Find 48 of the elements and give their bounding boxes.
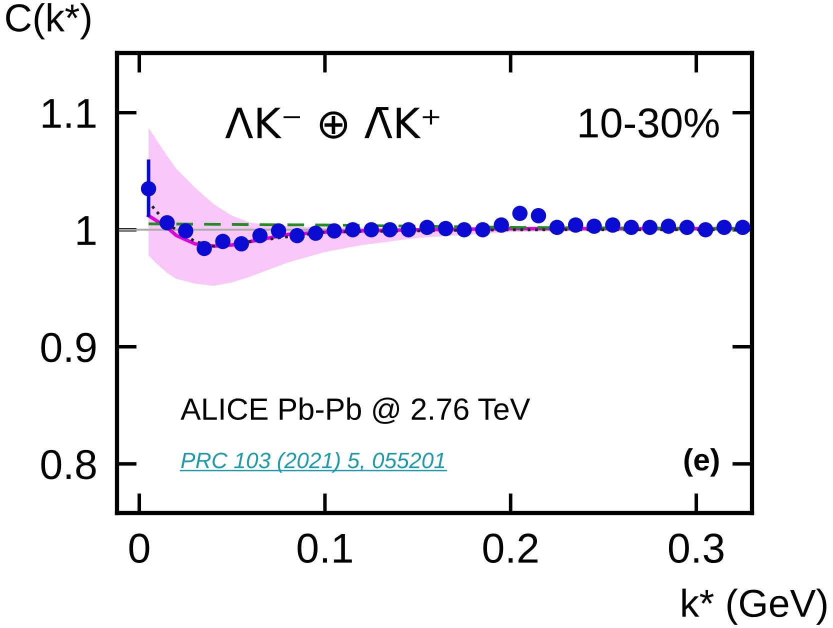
- annotation: (e): [684, 448, 719, 477]
- point: [624, 220, 639, 236]
- point: [419, 220, 435, 236]
- y-tick-label: 1.1: [42, 99, 96, 128]
- point: [735, 220, 750, 236]
- y-tick-label: 0.8: [41, 450, 96, 480]
- point: [196, 240, 212, 256]
- point: [270, 223, 286, 239]
- annotation: ΛK⁻ ⊕ Λ̄K⁺: [225, 107, 440, 139]
- x-tick-label: 0: [129, 534, 150, 564]
- point: [438, 220, 454, 236]
- point: [456, 222, 472, 238]
- point: [605, 217, 620, 233]
- annotation: PRC 103 (2021) 5, 055201: [181, 452, 444, 473]
- point: [178, 223, 194, 239]
- y-tick-label: 0.9: [41, 332, 96, 362]
- point: [679, 220, 695, 236]
- annotation: 10-30%: [580, 108, 719, 138]
- point: [475, 222, 490, 238]
- point: [326, 223, 342, 239]
- y-axis-title: C(k*): [6, 3, 90, 40]
- point: [159, 215, 175, 230]
- x-tick-label: 0.1: [298, 534, 352, 564]
- point: [252, 228, 268, 244]
- annotation: ALICE Pb-Pb @ 2.76 TeV: [180, 398, 530, 424]
- point: [289, 228, 305, 244]
- point: [234, 236, 250, 252]
- point: [494, 217, 509, 233]
- point: [698, 222, 714, 238]
- point: [140, 181, 156, 196]
- point: [716, 220, 732, 236]
- point: [382, 222, 398, 238]
- point: [568, 217, 584, 233]
- point: [549, 220, 565, 236]
- x-axis-title: k* (GeV): [682, 588, 826, 625]
- point: [345, 222, 360, 238]
- point: [586, 218, 602, 234]
- point: [400, 222, 416, 238]
- point: [642, 220, 658, 236]
- point: [215, 234, 230, 250]
- x-tick-label: 0.2: [483, 534, 538, 564]
- x-tick-label: 0.3: [668, 534, 724, 564]
- point: [308, 226, 324, 241]
- point: [512, 206, 528, 221]
- y-tick-label: 1: [78, 216, 96, 245]
- point: [660, 218, 676, 234]
- point: [364, 222, 380, 238]
- point: [530, 208, 546, 224]
